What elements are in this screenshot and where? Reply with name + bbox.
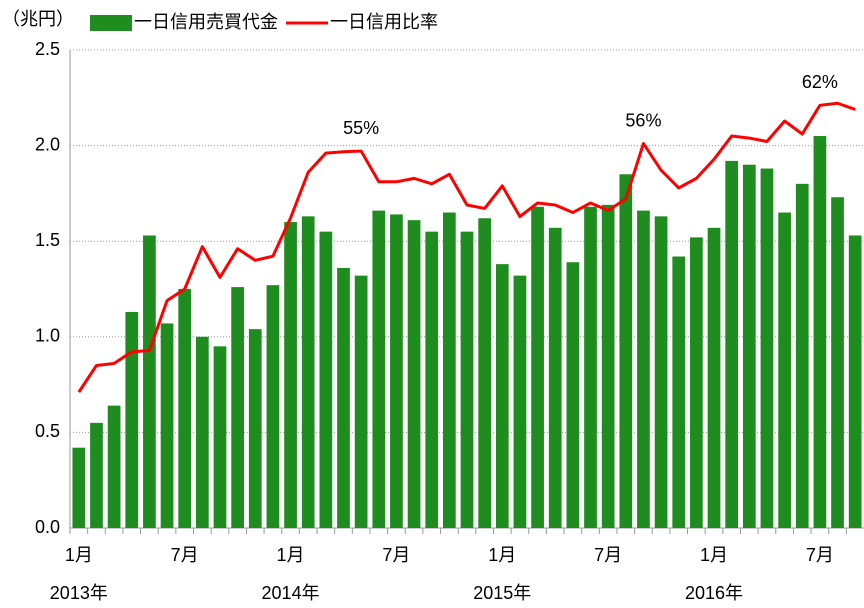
bar <box>690 237 703 528</box>
bar <box>813 136 827 529</box>
bar <box>248 329 262 528</box>
bar <box>90 422 103 528</box>
x-tick-label: 1月 <box>65 545 93 565</box>
bar <box>672 256 686 528</box>
bar <box>160 323 174 528</box>
data-label: 56% <box>625 110 661 130</box>
legend-swatch <box>90 15 132 31</box>
bar <box>760 168 774 528</box>
x-tick-label: 7月 <box>806 545 834 565</box>
bar <box>513 275 527 528</box>
x-group-label: 2013年 <box>50 583 108 603</box>
bar <box>354 275 368 528</box>
x-group-label: 2015年 <box>473 583 531 603</box>
y-axis-label: （兆円） <box>2 9 74 29</box>
bar <box>795 183 809 528</box>
bar <box>619 174 633 528</box>
bar <box>284 222 297 528</box>
x-tick-label: 1月 <box>277 545 305 565</box>
bar <box>231 287 244 528</box>
bar <box>778 212 791 528</box>
y-tick-label: 2.5 <box>35 39 60 59</box>
y-tick-label: 1.0 <box>35 326 60 346</box>
bar <box>125 311 139 528</box>
bar <box>601 204 615 528</box>
bar <box>213 346 227 528</box>
bar <box>531 206 544 528</box>
bar <box>195 336 209 528</box>
bar <box>178 289 192 528</box>
bar <box>707 227 721 529</box>
bar <box>72 447 86 528</box>
legend-label: 一日信用売買代金 <box>134 12 278 32</box>
x-group-label: 2014年 <box>262 583 320 603</box>
x-group-label: 2016年 <box>685 583 743 603</box>
data-label: 62% <box>802 72 838 92</box>
x-tick-label: 1月 <box>488 545 516 565</box>
bar <box>301 216 315 528</box>
x-tick-label: 1月 <box>700 545 728 565</box>
bar <box>548 227 562 529</box>
bar <box>848 235 862 529</box>
bar <box>266 285 280 528</box>
y-tick-label: 0.5 <box>35 421 60 441</box>
bar <box>107 405 121 528</box>
x-tick-label: 7月 <box>382 545 410 565</box>
bar <box>495 264 509 528</box>
line <box>77 101 856 393</box>
y-tick-label: 0.0 <box>35 517 60 537</box>
bar <box>337 267 350 528</box>
bar <box>143 235 156 529</box>
legend-label: 一日信用比率 <box>330 12 438 32</box>
y-tick-label: 1.5 <box>35 230 60 250</box>
bar <box>637 210 650 528</box>
bar <box>478 218 491 529</box>
bar <box>372 210 386 528</box>
bar <box>460 231 474 528</box>
bar <box>425 231 439 528</box>
bar <box>725 160 739 528</box>
bar <box>742 164 756 528</box>
x-tick-label: 7月 <box>171 545 199 565</box>
bar <box>443 212 456 528</box>
bar <box>390 214 403 528</box>
y-tick-label: 2.0 <box>35 134 60 154</box>
bar <box>831 197 844 528</box>
bar <box>407 220 421 528</box>
bar <box>319 231 333 528</box>
bar <box>566 262 580 528</box>
data-label: 55% <box>343 118 379 138</box>
bar <box>584 206 597 528</box>
x-tick-label: 7月 <box>594 545 622 565</box>
bar <box>654 216 668 528</box>
